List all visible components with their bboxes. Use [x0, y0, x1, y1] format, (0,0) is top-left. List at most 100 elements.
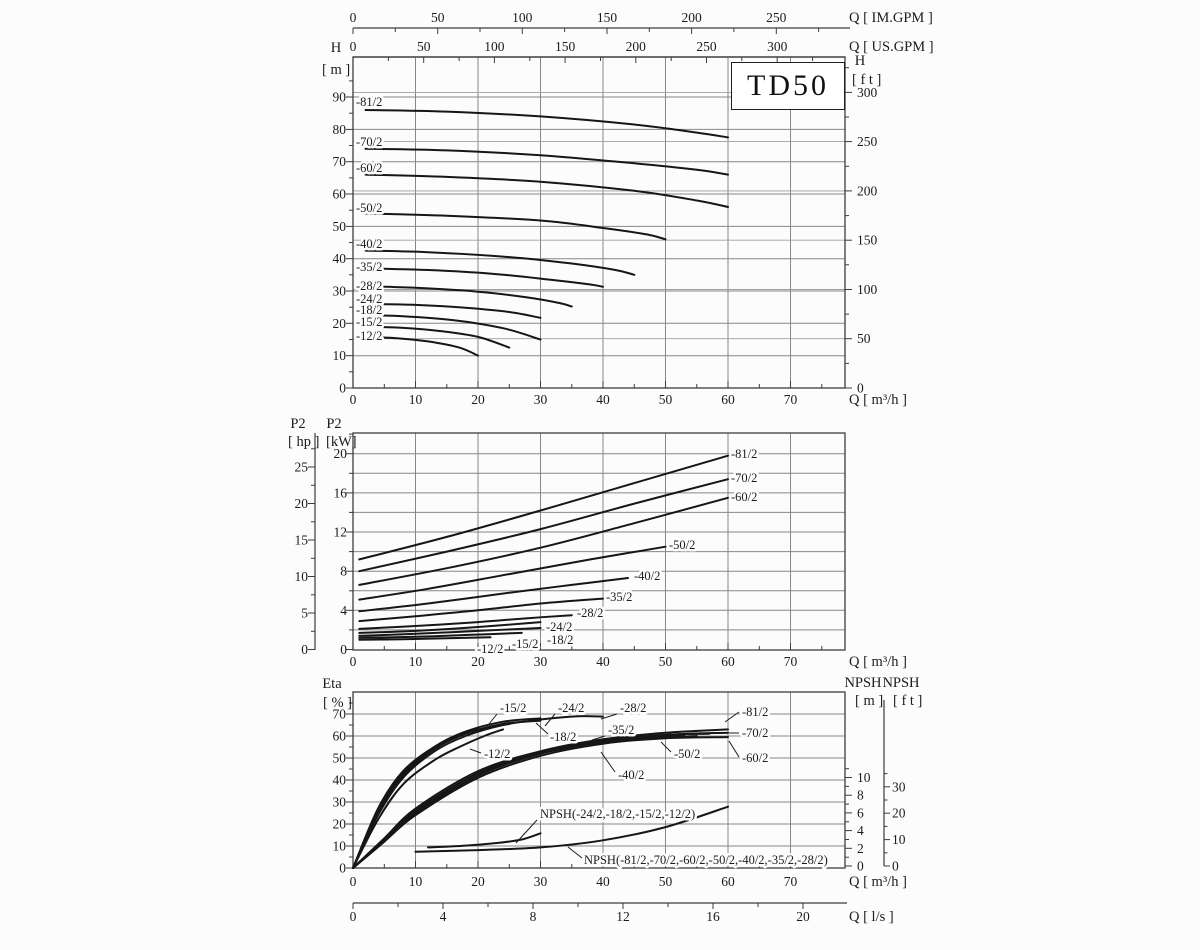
us-gpm-tick-label: 200 — [626, 39, 647, 54]
lps-axis-label: Q [ l/s ] — [849, 909, 894, 925]
head-label--24/2: -24/2 — [356, 292, 382, 306]
model-label: TD50 — [747, 69, 829, 102]
us-gpm-tick-label: 100 — [484, 39, 505, 54]
power-label--18/2: -18/2 — [547, 633, 573, 647]
x-tick-label: 10 — [409, 392, 423, 407]
power-hp-tick-label: 0 — [301, 642, 308, 657]
npsh-ft-tick-label: 20 — [892, 806, 906, 821]
eta-tick-label: 10 — [333, 839, 347, 854]
npsh-ft-axis-unit: [ f t ] — [893, 693, 922, 709]
eta-axis-unit: [ % ] — [323, 695, 352, 711]
power-kw-tick-label: 8 — [340, 564, 347, 579]
head-label--60/2: -60/2 — [356, 161, 382, 175]
power-curve--35/2 — [358, 597, 604, 623]
head-curve--81/2 — [364, 109, 729, 139]
npsh-ft-tick-label: 0 — [892, 859, 899, 874]
head-curve--15/2 — [364, 325, 511, 349]
eta-label--35/2: -35/2 — [608, 723, 634, 737]
power-kw-tick-label: 0 — [340, 642, 347, 657]
head-label--40/2: -40/2 — [356, 237, 382, 251]
power-hp-tick-label: 10 — [295, 569, 309, 584]
x-tick-label: 20 — [471, 654, 485, 669]
head-label--35/2: -35/2 — [356, 260, 382, 274]
us-gpm-tick-label: 150 — [555, 39, 576, 54]
power-curve--50/2 — [358, 545, 667, 601]
npsh-curve-NPSH(-81/2,-70/2,-60/2,-50/2,-40/2,-35/2,-28/2) — [414, 805, 729, 853]
power-hp-tick-label: 25 — [295, 460, 309, 475]
power-label--15/2: -15/2 — [512, 637, 538, 651]
x-tick-label: 40 — [596, 654, 610, 669]
x-tick-label: 0 — [350, 874, 357, 889]
eta-curve--12/2 — [352, 728, 504, 869]
head-m-tick-label: 60 — [333, 187, 347, 202]
head-curve--28/2 — [364, 285, 573, 308]
head-ft-axis-unit: [ f t ] — [852, 72, 881, 88]
eta-tick-label: 60 — [333, 729, 347, 744]
im-gpm-tick-label: 200 — [681, 10, 702, 25]
x-tick-label: 20 — [471, 392, 485, 407]
head-ft-tick-label: 300 — [857, 85, 878, 100]
power-hp-tick-label: 5 — [301, 606, 308, 621]
eta-leader--24/2 — [544, 713, 556, 727]
power-kw-tick-label: 20 — [334, 446, 348, 461]
x-tick-label: 50 — [659, 874, 673, 889]
x-tick-label: 30 — [534, 874, 548, 889]
eta-tick-label: 30 — [333, 795, 347, 810]
x-tick-label: 20 — [471, 874, 485, 889]
im-gpm-tick-label: 250 — [766, 10, 787, 25]
eta-label--12/2: -12/2 — [484, 747, 510, 761]
npsh-curve-NPSH(-24/2,-18/2,-15/2,-12/2) — [427, 832, 542, 849]
eta-label--50/2: -50/2 — [674, 747, 700, 761]
npsh-ft-tick-label: 30 — [892, 779, 906, 794]
lps-tick-label: 12 — [616, 909, 630, 924]
x-tick-label: 0 — [350, 654, 357, 669]
eta-curve--15/2 — [352, 722, 511, 869]
power-curve--28/2 — [358, 614, 573, 630]
x-axis-unit-label: Q [ m³/h ] — [849, 654, 907, 670]
head-m-tick-label: 0 — [339, 381, 346, 396]
npsh-m-axis-name: NPSH — [844, 675, 882, 691]
eta-leader--50/2 — [660, 741, 672, 753]
eta-leader--60/2 — [728, 740, 740, 758]
head-label--50/2: -50/2 — [356, 201, 382, 215]
x-tick-label: 10 — [409, 654, 423, 669]
head-ft-tick-label: 0 — [857, 381, 864, 396]
npsh-m-tick-label: 2 — [857, 841, 864, 856]
head-ft-tick-label: 150 — [857, 233, 878, 248]
power-curve--40/2 — [358, 577, 629, 613]
eta-label--60/2: -60/2 — [742, 751, 768, 765]
eta-leader--18/2 — [535, 722, 549, 735]
head-m-tick-label: 10 — [333, 348, 347, 363]
x-tick-label: 60 — [721, 392, 735, 407]
eta-curve--28/2 — [352, 715, 604, 869]
lps-tick-label: 0 — [350, 909, 357, 924]
eta-label--81/2: -81/2 — [742, 705, 768, 719]
power-chart-border — [352, 432, 846, 651]
power-curve--12/2 — [358, 636, 492, 641]
head-ft-tick-label: 100 — [857, 282, 878, 297]
npsh-ft-axis-name: NPSH — [882, 675, 920, 691]
eta-label--40/2: -40/2 — [618, 768, 644, 782]
x-tick-label: 60 — [721, 654, 735, 669]
power-hp-tick-label: 20 — [295, 496, 309, 511]
power-curve--15/2 — [358, 631, 523, 639]
x-tick-label: 40 — [596, 392, 610, 407]
head-curve--35/2 — [364, 267, 604, 288]
eta-label--24/2: -24/2 — [558, 701, 584, 715]
eta-tick-label: 40 — [333, 773, 347, 788]
power-label--60/2: -60/2 — [731, 490, 757, 504]
lps-tick-label: 20 — [796, 909, 810, 924]
eta-leader-NPSH(-24/2,-18/2,-15/2,-12/2) — [515, 819, 538, 844]
head-m-tick-label: 80 — [333, 122, 347, 137]
x-tick-label: 70 — [784, 654, 798, 669]
head-m-tick-label: 20 — [333, 316, 347, 331]
head-curve--40/2 — [364, 249, 636, 276]
head-m-tick-label: 30 — [333, 284, 347, 299]
head-curve--70/2 — [364, 147, 729, 176]
power-curve--70/2 — [358, 478, 729, 573]
im-gpm-tick-label: 100 — [512, 10, 533, 25]
npsh-m-tick-label: 6 — [857, 805, 864, 820]
eta-leader--15/2 — [488, 713, 498, 725]
im-gpm-tick-label: 0 — [350, 10, 357, 25]
